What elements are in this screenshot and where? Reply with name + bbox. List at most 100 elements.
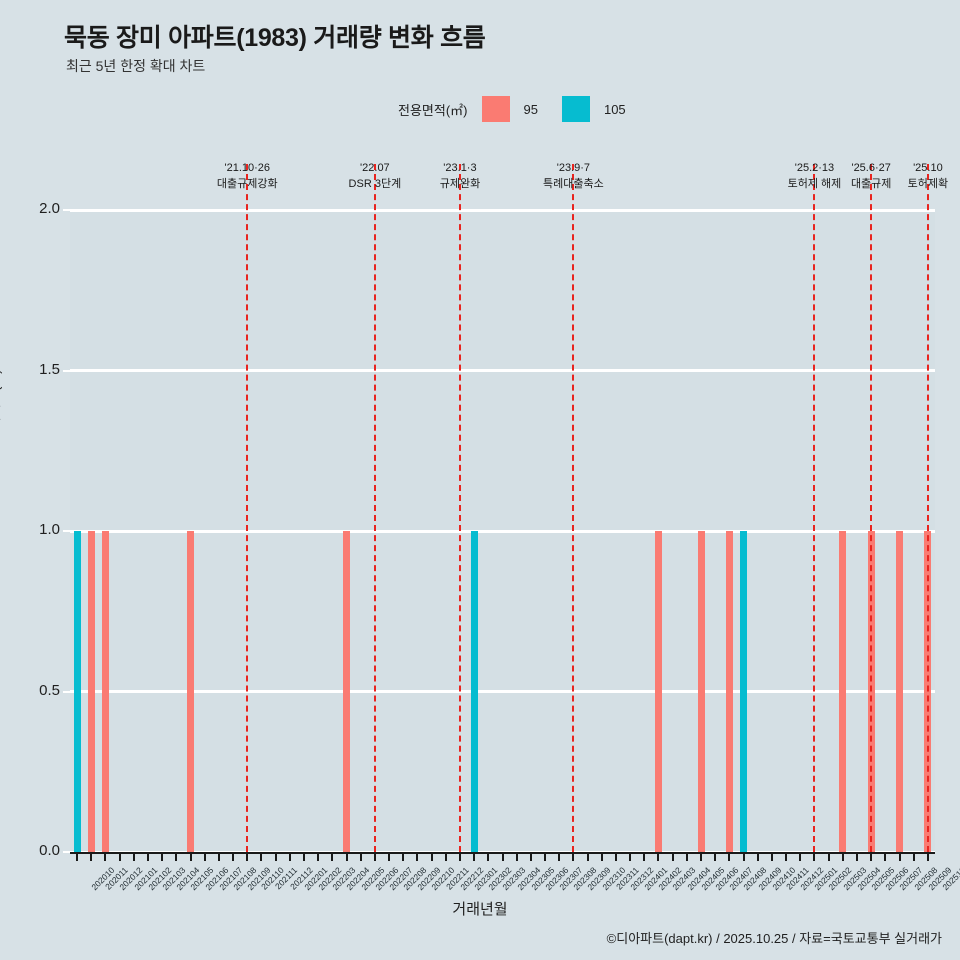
x-tick <box>175 852 178 861</box>
event-annotation-text: 토허제 해제 <box>787 178 842 190</box>
x-tick <box>458 852 461 861</box>
bar-105-202010 <box>73 531 81 852</box>
x-tick <box>416 852 419 861</box>
y-tick-mark <box>63 209 70 211</box>
x-tick <box>359 852 362 861</box>
y-tick-mark <box>63 851 70 853</box>
y-tick-label: 1.0 <box>39 521 60 538</box>
x-tick <box>288 852 291 861</box>
y-axis-title: 거래량(건) <box>0 369 2 430</box>
event-annotation-202502: '25.2·13 토허제 해제 <box>754 160 874 192</box>
legend-label-95: 95 <box>523 101 538 117</box>
x-tick <box>600 852 603 861</box>
event-line-202301 <box>458 164 461 852</box>
page-subtitle: 최근 5년 한정 확대 차트 <box>66 58 206 74</box>
x-tick <box>76 852 79 861</box>
x-tick <box>132 852 135 861</box>
x-tick <box>572 852 575 861</box>
x-tick <box>856 852 858 861</box>
x-tick <box>302 852 305 861</box>
event-annotation-date: '25.10 <box>913 162 943 174</box>
x-tick <box>870 852 873 861</box>
bar-95-202504 <box>839 531 847 852</box>
x-tick <box>317 852 320 861</box>
x-tick <box>700 852 703 861</box>
y-tick-mark <box>63 369 70 372</box>
event-annotation-text: DSR 3단계 <box>348 178 402 190</box>
y-tick-label: 0.5 <box>39 681 60 699</box>
bar-95-202403 <box>654 531 662 852</box>
bar-95-202406 <box>697 531 705 852</box>
legend-swatch-105 <box>561 96 590 122</box>
event-annotation-202110: '21.10·26 대출규제강화 <box>187 160 307 192</box>
x-tick <box>756 852 759 861</box>
event-annotation-date: '23.9·7 <box>556 162 591 174</box>
x-tick <box>558 852 561 861</box>
x-tick <box>487 852 490 861</box>
x-tick <box>544 852 547 861</box>
x-tick <box>331 852 334 861</box>
event-annotation-text: 대출규제강화 <box>216 178 278 190</box>
event-line-202502 <box>813 164 816 852</box>
x-tick <box>90 852 93 861</box>
page-title: 묵동 장미 아파트(1983) 거래량 변화 흐름 <box>64 24 486 52</box>
event-annotation-date: '22.07 <box>360 162 390 174</box>
y-gridline <box>70 208 935 212</box>
event-annotation-text: 특례대출축소 <box>543 178 604 190</box>
x-tick <box>430 852 433 861</box>
event-line-202506 <box>870 164 873 852</box>
legend: 전용면적(㎡) 95 105 <box>398 96 650 122</box>
x-tick <box>898 852 901 861</box>
x-tick <box>146 852 149 861</box>
x-tick <box>785 852 788 861</box>
x-tick <box>246 852 249 861</box>
event-annotation-202506: '25.6·27 대출규제 <box>811 160 931 192</box>
x-tick <box>926 852 929 861</box>
event-annotation-text: 대출규제 <box>850 178 892 190</box>
event-line-202110 <box>246 164 249 852</box>
bar-95-202012 <box>101 531 109 852</box>
y-tick-mark <box>63 530 70 532</box>
x-tick <box>799 852 802 861</box>
bar-105-202409 <box>740 531 748 852</box>
x-tick <box>189 852 192 861</box>
event-annotation-text: 토허제확 <box>907 178 949 190</box>
bar-95-202205 <box>343 531 351 852</box>
y-tick-label: 2.0 <box>39 200 60 217</box>
x-tick <box>841 852 844 861</box>
x-tick <box>586 852 589 861</box>
event-annotation-date: '23.1·3 <box>443 162 477 174</box>
x-tick <box>515 852 518 861</box>
x-tick <box>444 852 447 861</box>
x-tick <box>232 852 235 861</box>
x-tick <box>217 852 220 861</box>
bar-105-202302 <box>470 531 478 852</box>
x-tick <box>728 852 731 861</box>
x-tick <box>827 852 830 861</box>
x-tick <box>912 852 915 861</box>
event-annotation-date: '21.10·26 <box>224 162 271 174</box>
y-gridline <box>70 369 935 372</box>
x-tick <box>770 852 773 861</box>
x-tick <box>388 852 391 861</box>
x-tick <box>813 852 816 861</box>
legend-swatch-95 <box>481 96 510 122</box>
x-tick <box>529 852 532 861</box>
x-tick <box>884 852 887 861</box>
x-tick <box>501 852 504 861</box>
event-annotation-202309: '23.9·7 특례대출축소 <box>513 160 633 192</box>
event-line-202207 <box>373 164 376 852</box>
legend-label-105: 105 <box>603 101 626 117</box>
x-tick <box>104 852 107 861</box>
x-tick <box>685 852 688 861</box>
y-gridline <box>70 529 935 533</box>
x-tick <box>203 852 206 861</box>
x-tick <box>260 852 263 861</box>
x-tick <box>161 852 164 861</box>
x-tick <box>402 852 405 861</box>
x-tick <box>742 852 745 861</box>
bar-95-202508 <box>896 531 904 852</box>
x-tick <box>473 852 476 861</box>
x-tick <box>373 852 376 861</box>
y-tick-mark <box>63 690 70 693</box>
